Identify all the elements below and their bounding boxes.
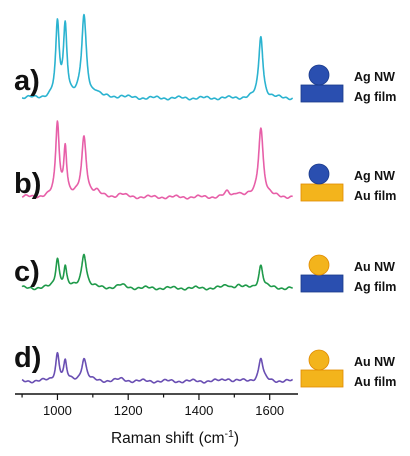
x-axis-title: Raman shift (cm-1) xyxy=(111,428,239,447)
panel-label-3: c) xyxy=(14,256,40,288)
film-schematic-1 xyxy=(300,84,344,103)
nanowire-label-1: Ag NW xyxy=(354,70,395,84)
x-ticks-group: 1000 1200 1400 1600 xyxy=(21,394,284,418)
spectrum-line-1 xyxy=(21,13,294,101)
nanowire-schematic-4 xyxy=(308,349,330,371)
spectra-group: a) b) c) d) xyxy=(14,13,294,384)
x-tick-label-1200: 1200 xyxy=(114,403,143,418)
x-axis-unit: (cm xyxy=(199,430,225,447)
x-axis-title-text: Raman shift xyxy=(111,430,194,447)
panel-label-1: a) xyxy=(14,65,40,97)
film-schematic-3 xyxy=(300,274,344,293)
film-label-2: Au film xyxy=(354,189,396,203)
panel-label-4: d) xyxy=(14,342,41,374)
x-axis-unit-superscript: -1 xyxy=(225,428,234,440)
spectrum-line-3 xyxy=(21,253,294,291)
nanowire-label-3: Au NW xyxy=(354,260,395,274)
nanowire-label-4: Au NW xyxy=(354,355,395,369)
spectrum-line-4 xyxy=(21,351,294,384)
x-tick-label-1400: 1400 xyxy=(184,403,213,418)
spectrum-line-2 xyxy=(21,120,294,200)
nanowire-label-2: Ag NW xyxy=(354,169,395,183)
film-label-3: Ag film xyxy=(354,280,396,294)
panel-label-2: b) xyxy=(14,168,41,200)
film-schematic-2 xyxy=(300,183,344,202)
nanowire-schematic-3 xyxy=(308,254,330,276)
nanowire-schematic-2 xyxy=(308,163,330,185)
film-label-4: Au film xyxy=(354,375,396,389)
film-label-1: Ag film xyxy=(354,90,396,104)
x-tick-label-1000: 1000 xyxy=(43,403,72,418)
nanowire-schematic-1 xyxy=(308,64,330,86)
film-schematic-4 xyxy=(300,369,344,388)
schematics-group: Ag NW Ag film Ag NW Au film Au NW Ag film Au N… xyxy=(300,64,396,389)
x-tick-label-1600: 1600 xyxy=(255,403,284,418)
x-axis-unit-close: ) xyxy=(234,430,239,447)
